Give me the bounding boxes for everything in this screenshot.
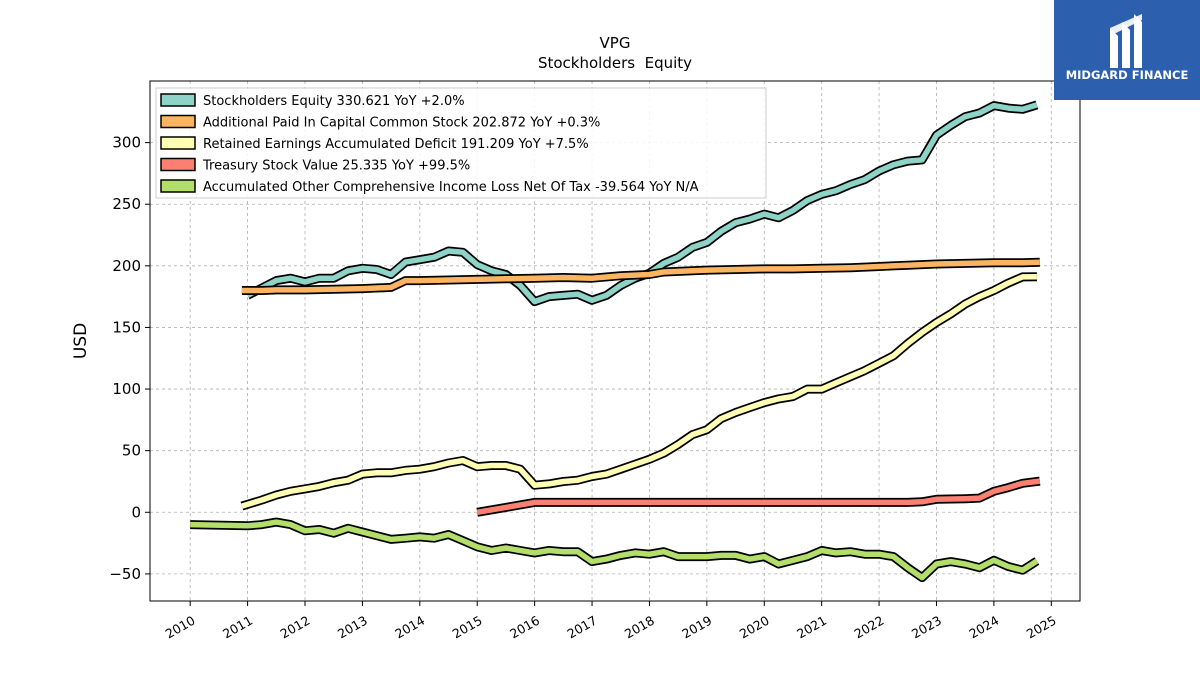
x-tick-label: 2015 bbox=[450, 613, 485, 642]
series-4 bbox=[190, 517, 1040, 583]
legend-label: Retained Earnings Accumulated Deficit 19… bbox=[203, 137, 589, 152]
legend-label: Treasury Stock Value 25.335 YoY +99.5% bbox=[202, 159, 470, 174]
series-2 bbox=[240, 272, 1037, 511]
y-axis-label: USD bbox=[71, 323, 91, 359]
x-tick-label: 2010 bbox=[163, 613, 198, 642]
brand-logo: MIDGARD FINANCE bbox=[1054, 0, 1200, 100]
series-layer bbox=[190, 100, 1041, 583]
legend-swatch bbox=[160, 157, 196, 172]
legend-entry: Additional Paid In Capital Common Stock … bbox=[160, 114, 600, 131]
chart-subtitle: Stockholders Equity bbox=[538, 54, 692, 72]
y-tick-label: 100 bbox=[112, 380, 141, 398]
series-line bbox=[241, 273, 1037, 509]
series-line bbox=[190, 519, 1039, 581]
axis-ticks: 2010 2011 2012 2013 2014 2015 2016 2017 2018 2019… bbox=[109, 134, 1058, 642]
midgard-logo-icon bbox=[1110, 14, 1142, 68]
y-tick-label: 200 bbox=[112, 257, 141, 275]
x-tick-label: 2018 bbox=[622, 613, 657, 642]
legend-entry: Treasury Stock Value 25.335 YoY +99.5% bbox=[160, 157, 470, 174]
series-line bbox=[241, 259, 1040, 294]
series-1 bbox=[241, 257, 1040, 295]
x-tick-label: 2024 bbox=[966, 613, 1001, 642]
chart-title: VPG bbox=[600, 34, 631, 52]
y-tick-label: 250 bbox=[112, 195, 141, 213]
x-tick-label: 2012 bbox=[277, 613, 312, 642]
y-tick-label: 150 bbox=[112, 318, 141, 336]
x-tick-label: 2021 bbox=[794, 613, 829, 642]
series-3 bbox=[476, 476, 1041, 517]
x-tick-label: 2022 bbox=[852, 613, 887, 642]
legend-entry: Stockholders Equity 330.621 YoY +2.0% bbox=[160, 93, 465, 109]
legend-swatch bbox=[160, 114, 196, 129]
legend-entry: Accumulated Other Comprehensive Income L… bbox=[160, 179, 699, 195]
x-tick-label: 2013 bbox=[335, 613, 370, 642]
legend-swatch bbox=[160, 179, 196, 193]
legend-box bbox=[155, 87, 767, 199]
legend-swatch bbox=[160, 93, 196, 107]
x-tick-label: 2019 bbox=[679, 613, 714, 642]
x-tick-label: 2017 bbox=[564, 613, 599, 642]
x-tick-label: 2016 bbox=[507, 613, 542, 642]
legend-entry: Retained Earnings Accumulated Deficit 19… bbox=[160, 136, 589, 152]
logo-text: MIDGARD FINANCE bbox=[1065, 68, 1189, 82]
y-tick-label: −50 bbox=[109, 565, 141, 583]
legend-label: Additional Paid In Capital Common Stock … bbox=[203, 116, 600, 131]
y-tick-label: 0 bbox=[131, 503, 141, 521]
series-line bbox=[476, 478, 1041, 516]
legend-label: Stockholders Equity 330.621 YoY +2.0% bbox=[203, 94, 465, 109]
x-tick-label: 2020 bbox=[737, 613, 772, 642]
x-tick-label: 2023 bbox=[909, 613, 944, 642]
x-tick-label: 2014 bbox=[392, 613, 427, 642]
legend-swatch bbox=[160, 136, 196, 150]
y-tick-label: 50 bbox=[122, 442, 141, 460]
x-tick-label: 2011 bbox=[220, 613, 255, 642]
y-tick-label: 300 bbox=[112, 134, 141, 152]
legend: Stockholders Equity 330.621 YoY +2.0% Add… bbox=[155, 87, 767, 199]
plot-frame bbox=[149, 80, 1081, 602]
legend-label: Accumulated Other Comprehensive Income L… bbox=[203, 180, 699, 195]
x-tick-label: 2025 bbox=[1024, 613, 1059, 642]
